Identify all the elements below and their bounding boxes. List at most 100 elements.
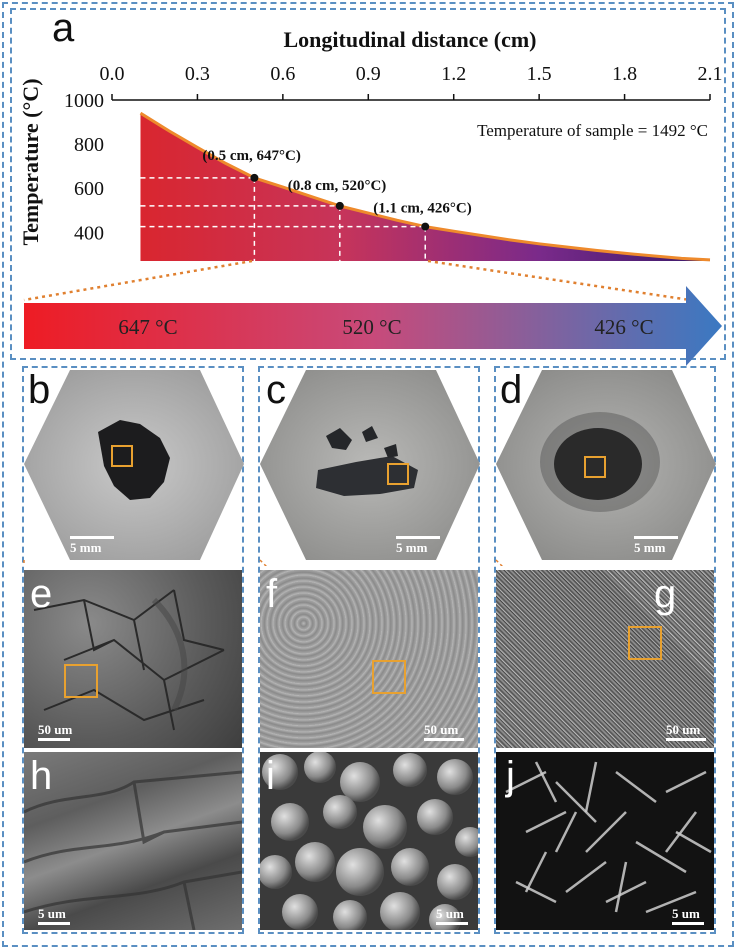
arrow-label-2: 520 °C <box>342 315 401 339</box>
x-tick-label: 2.1 <box>698 63 723 85</box>
needle-crystal <box>614 861 628 913</box>
sphere-particle <box>417 799 453 835</box>
needle-crystal <box>525 810 567 834</box>
temperature-area <box>140 113 710 261</box>
needle-crystal <box>515 880 557 904</box>
y-axis-title: Temperature (°C) <box>18 78 43 245</box>
zoom-line-c <box>259 559 268 566</box>
sphere-particle <box>323 795 357 829</box>
panel-g-letter: g <box>654 572 677 616</box>
sample-temperature-annotation: Temperature of sample = 1492 °C <box>477 121 708 140</box>
sphere-particle <box>393 753 427 787</box>
panel-c-letter: c <box>266 368 286 412</box>
needle-crystal <box>605 880 647 904</box>
data-point-label: (0.5 cm, 647°C) <box>202 148 300 164</box>
x-tick-label: 0.9 <box>356 63 381 85</box>
needle-crystal <box>565 861 607 893</box>
data-points: (0.5 cm, 647°C) (0.8 cm, 520°C) (1.1 cm, 4… <box>202 148 472 231</box>
hexagon-photos <box>23 370 716 566</box>
sem-image-f <box>260 570 478 748</box>
data-point-label: (0.8 cm, 520°C) <box>288 178 386 194</box>
photo-c-fragments <box>326 426 398 458</box>
sem-f-highlight-box <box>372 660 406 694</box>
sem-i-spheres <box>260 752 478 930</box>
needle-crystal <box>555 781 597 823</box>
panel-e-letter: e <box>30 572 53 616</box>
y-tick-label: 1000 <box>64 90 104 112</box>
x-axis-title: Longitudinal distance (cm) <box>283 27 536 52</box>
sem-image-g <box>496 570 714 748</box>
photo-d-highlight-box <box>584 456 606 478</box>
needle-crystal <box>615 771 657 803</box>
panel-f-letter: f <box>266 572 278 616</box>
needle-crystal <box>635 840 687 874</box>
panel-a-frame <box>10 8 726 360</box>
guide-lines <box>140 177 426 261</box>
scale-bar-g: 50 um <box>666 722 710 742</box>
y-tick-label: 400 <box>74 222 104 244</box>
y-tick-label: 600 <box>74 178 104 200</box>
panel-a-letter: a <box>52 6 75 50</box>
x-tick-label: 1.8 <box>612 63 637 85</box>
arrow-label-1: 647 °C <box>118 315 177 339</box>
needle-crystal <box>534 761 558 803</box>
temperature-chart: Longitudinal distance (cm) 0.0 0.3 0.6 0.9 1… <box>18 27 723 366</box>
y-tick-label: 800 <box>74 134 104 156</box>
arrow-label-3: 426 °C <box>594 315 653 339</box>
needle-crystal <box>665 811 697 853</box>
sem-e-cracks <box>33 589 225 731</box>
sphere-particle <box>304 752 336 783</box>
scale-bar-c: 5 mm <box>396 536 440 556</box>
sphere-particle <box>260 855 292 889</box>
column-1-frame <box>22 366 244 934</box>
needle-crystal <box>524 851 548 893</box>
temperature-gradient-arrow <box>24 286 722 366</box>
photo-c-highlight-box <box>387 463 409 485</box>
scale-bar-j: 5 um <box>672 906 712 926</box>
x-tick-label: 0.0 <box>100 63 125 85</box>
x-tick-labels: 0.0 0.3 0.6 0.9 1.2 1.5 1.8 2.1 <box>100 63 723 101</box>
needle-crystal <box>665 770 707 794</box>
panel-h-letter: h <box>30 754 53 798</box>
sphere-particle <box>333 900 367 930</box>
sphere-particle <box>282 894 318 930</box>
column-2-frame <box>258 366 480 934</box>
photo-b-highlight-box <box>111 445 133 467</box>
photo-c-residue <box>316 456 418 496</box>
needle-crystal <box>585 811 627 853</box>
sphere-particle <box>363 805 407 849</box>
needle-crystal <box>554 811 578 853</box>
sphere-particle <box>340 762 380 802</box>
sphere-particle <box>437 864 473 900</box>
needle-crystal <box>645 890 697 914</box>
sem-h-layers <box>24 770 242 930</box>
needle-crystal <box>675 830 712 854</box>
leader-right <box>427 259 691 302</box>
leader-left <box>23 259 253 302</box>
sphere-particle <box>262 754 298 790</box>
scale-bar-b: 5 mm <box>70 536 114 556</box>
sphere-particle <box>380 892 420 930</box>
x-tick-label: 1.5 <box>527 63 552 85</box>
panel-j-letter: j <box>506 754 515 798</box>
x-tick-label: 1.2 <box>441 63 466 85</box>
photo-d-powder-halo <box>540 412 660 512</box>
sphere-particle <box>295 842 335 882</box>
column-3-frame <box>494 366 716 934</box>
sphere-particle <box>437 759 473 795</box>
zoom-line-d <box>495 559 504 566</box>
panel-b-letter: b <box>28 368 51 412</box>
panel-i-letter: i <box>266 754 275 798</box>
data-point <box>421 222 430 231</box>
sem-g-highlight-box <box>628 626 662 660</box>
data-point-label: (1.1 cm, 426°C) <box>373 201 471 217</box>
scale-bar-i: 5 um <box>436 906 476 926</box>
y-tick-labels: 1000 800 600 400 <box>64 90 104 244</box>
photo-b-residue <box>98 420 170 500</box>
photo-d-powder <box>554 428 642 500</box>
sphere-particle <box>455 827 478 857</box>
sphere-particle <box>271 803 309 841</box>
scale-bar-h: 5 um <box>38 906 78 926</box>
scale-bar-d: 5 mm <box>634 536 678 556</box>
